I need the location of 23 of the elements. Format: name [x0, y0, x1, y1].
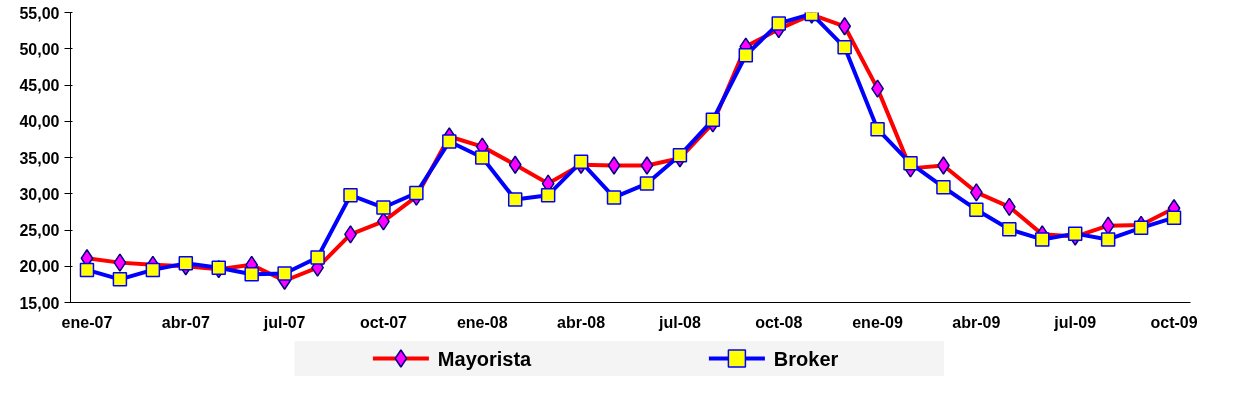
x-tick-label: abr-09 — [952, 313, 1001, 331]
x-tick-label: abr-07 — [161, 313, 210, 331]
x-tick-label: oct-09 — [1150, 313, 1198, 331]
x-tick-label: ene-09 — [852, 313, 904, 331]
x-tick-label: jul-07 — [262, 313, 306, 331]
legend-label: Mayorista — [437, 347, 533, 370]
y-tick-label: 35,00 — [19, 149, 60, 167]
y-tick-label: 45,00 — [19, 77, 60, 94]
x-tick-label: jul-09 — [1053, 313, 1097, 331]
y-tick-label: 15,00 — [19, 294, 60, 312]
x-tick-label: oct-08 — [755, 313, 803, 331]
x-tick-label: abr-08 — [557, 313, 606, 331]
y-tick-label: 55,00 — [19, 4, 60, 22]
y-tick-label: 25,00 — [19, 222, 60, 239]
x-tick-label: ene-08 — [456, 313, 508, 331]
y-tick-label: 30,00 — [19, 185, 60, 203]
x-tick-label: ene-07 — [61, 313, 113, 331]
x-tick-label: jul-08 — [658, 313, 701, 331]
legend-label: Broker — [773, 347, 839, 370]
x-tick-label: oct-07 — [359, 313, 408, 331]
y-tick-label: 20,00 — [19, 258, 60, 276]
y-tick-label: 50,00 — [19, 40, 60, 58]
y-tick-label: 40,00 — [19, 113, 60, 131]
